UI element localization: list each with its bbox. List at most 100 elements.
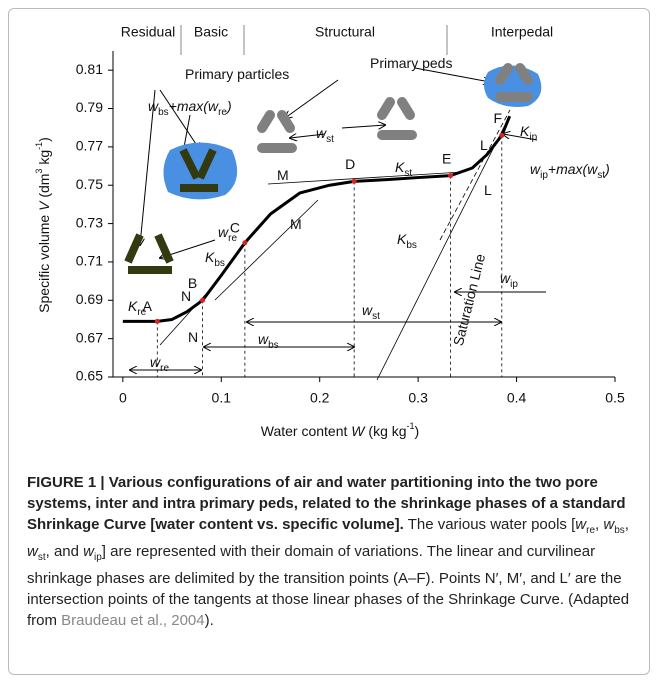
annotation: wip+max(wst)	[530, 161, 610, 181]
caption-text: w	[603, 516, 615, 533]
annotation: wre	[150, 354, 169, 374]
annotation-part: Saturation Line	[450, 252, 488, 347]
annotation-part: re	[228, 233, 237, 244]
reference-link[interactable]: Braudeau et al., 2004	[61, 612, 205, 629]
annotation-part: )	[603, 161, 610, 177]
x-axis-title: Water content W (kg kg-1)	[261, 421, 419, 438]
phase-label: Structural	[315, 24, 375, 40]
caption-text: re	[586, 525, 596, 536]
annotation-part: st	[326, 134, 334, 145]
annotation-part: M	[290, 216, 302, 232]
annotation: N	[188, 329, 198, 345]
transition-point	[448, 173, 454, 179]
caption-text: w	[27, 543, 38, 560]
annotation-part: bs	[158, 107, 169, 118]
annotation-part: N	[188, 329, 198, 345]
annotation: L	[484, 182, 492, 198]
caption-text: , and	[45, 543, 84, 560]
x-tick-label: 0	[119, 390, 127, 406]
transition-point	[154, 318, 160, 324]
annotation: wst	[316, 125, 334, 145]
annotation-part: ip	[540, 170, 548, 181]
icons	[124, 63, 542, 274]
annotation: Kbs	[205, 249, 225, 269]
annotation-part: +max(w	[548, 161, 598, 177]
annotation-part: )	[225, 98, 232, 114]
annotation: wip	[500, 270, 518, 290]
y-tick-label: 0.75	[76, 176, 103, 192]
annotation-part: M	[277, 167, 289, 183]
annotation: Saturation Line	[450, 252, 488, 347]
annotation-part: bs	[268, 340, 279, 351]
annotation-part: K	[395, 159, 405, 175]
annotation: wbs	[258, 331, 279, 351]
annotation-part: K	[128, 298, 138, 314]
annotation: wbs+max(wre)	[148, 98, 232, 118]
transition-point	[200, 297, 206, 303]
point-label: B	[188, 275, 197, 291]
caption: FIGURE 1 | Various configurations of air…	[27, 472, 639, 631]
annotation-part: ip	[510, 279, 518, 290]
annotation-part: K	[397, 231, 407, 247]
chart: Water content W (kg kg-1) Specific volum…	[34, 24, 625, 439]
shrinkage-curve	[122, 115, 512, 323]
caption-text: ] are represented with their domain of v…	[27, 543, 630, 629]
annotation-part: K	[520, 123, 530, 139]
annotation: Primary peds	[370, 55, 452, 71]
caption-end: ).	[204, 612, 214, 629]
annotation: Kbs	[397, 231, 417, 251]
annotation: Primary particles	[185, 66, 289, 82]
caption-text: w	[83, 543, 94, 560]
annotation-part: re	[160, 363, 169, 374]
caption-text: w	[575, 516, 587, 533]
caption-text: ,	[595, 516, 604, 533]
annotation-part: L	[484, 182, 492, 198]
annotation-part: st	[597, 170, 605, 181]
annotation-part: Primary peds	[370, 55, 452, 71]
phase-label: Basic	[194, 24, 228, 40]
phase-label: Residual	[121, 24, 175, 40]
y-axis-title: Specific volume V (dm3 kg-1)	[34, 137, 51, 313]
annotation-part: w	[148, 98, 159, 114]
annotation: M	[277, 167, 289, 183]
y-tick-label: 0.81	[76, 61, 103, 77]
y-tick-label: 0.77	[76, 138, 103, 154]
annotation-part: w	[500, 270, 511, 286]
annotation: Kst	[395, 159, 412, 179]
annotation-part: w	[530, 161, 541, 177]
x-tick-label: 0.5	[605, 390, 625, 406]
caption-text: bs	[614, 525, 625, 536]
point-label: E	[442, 150, 451, 166]
annotation-part: w	[258, 331, 269, 347]
y-tick-label: 0.71	[76, 253, 103, 269]
annotation-part: st	[404, 168, 412, 179]
x-tick-label: 0.2	[310, 390, 330, 406]
point-label: A	[143, 298, 153, 314]
caption-text: ip	[94, 552, 102, 563]
annotation-part: ip	[529, 132, 537, 143]
annotation: L	[480, 137, 488, 153]
annotation-part: bs	[214, 258, 225, 269]
point-label: F	[494, 110, 503, 126]
annotation-part: st	[372, 311, 380, 322]
caption-title: FIGURE 1 | Various configurations of air…	[27, 474, 626, 533]
figure-frame	[8, 8, 650, 675]
x-tick-label: 0.4	[507, 390, 527, 406]
x-tick-label: 0.3	[408, 390, 428, 406]
annotation-part: N	[181, 288, 191, 304]
y-tick-label: 0.73	[76, 214, 103, 230]
transition-point	[351, 178, 357, 184]
annotation-part: +max(w	[169, 98, 219, 114]
annotation-part: bs	[406, 240, 417, 251]
y-tick-label: 0.65	[76, 368, 103, 384]
annotation: wre	[218, 224, 237, 244]
annotation-part: L	[480, 137, 488, 153]
transition-point	[242, 240, 248, 246]
annotation: Kip	[520, 123, 538, 143]
x-tick-label: 0.1	[212, 390, 232, 406]
annotation-part: re	[137, 307, 146, 318]
annotation: N	[181, 288, 191, 304]
annotation-part: w	[218, 224, 229, 240]
annotation-part: K	[205, 249, 215, 265]
